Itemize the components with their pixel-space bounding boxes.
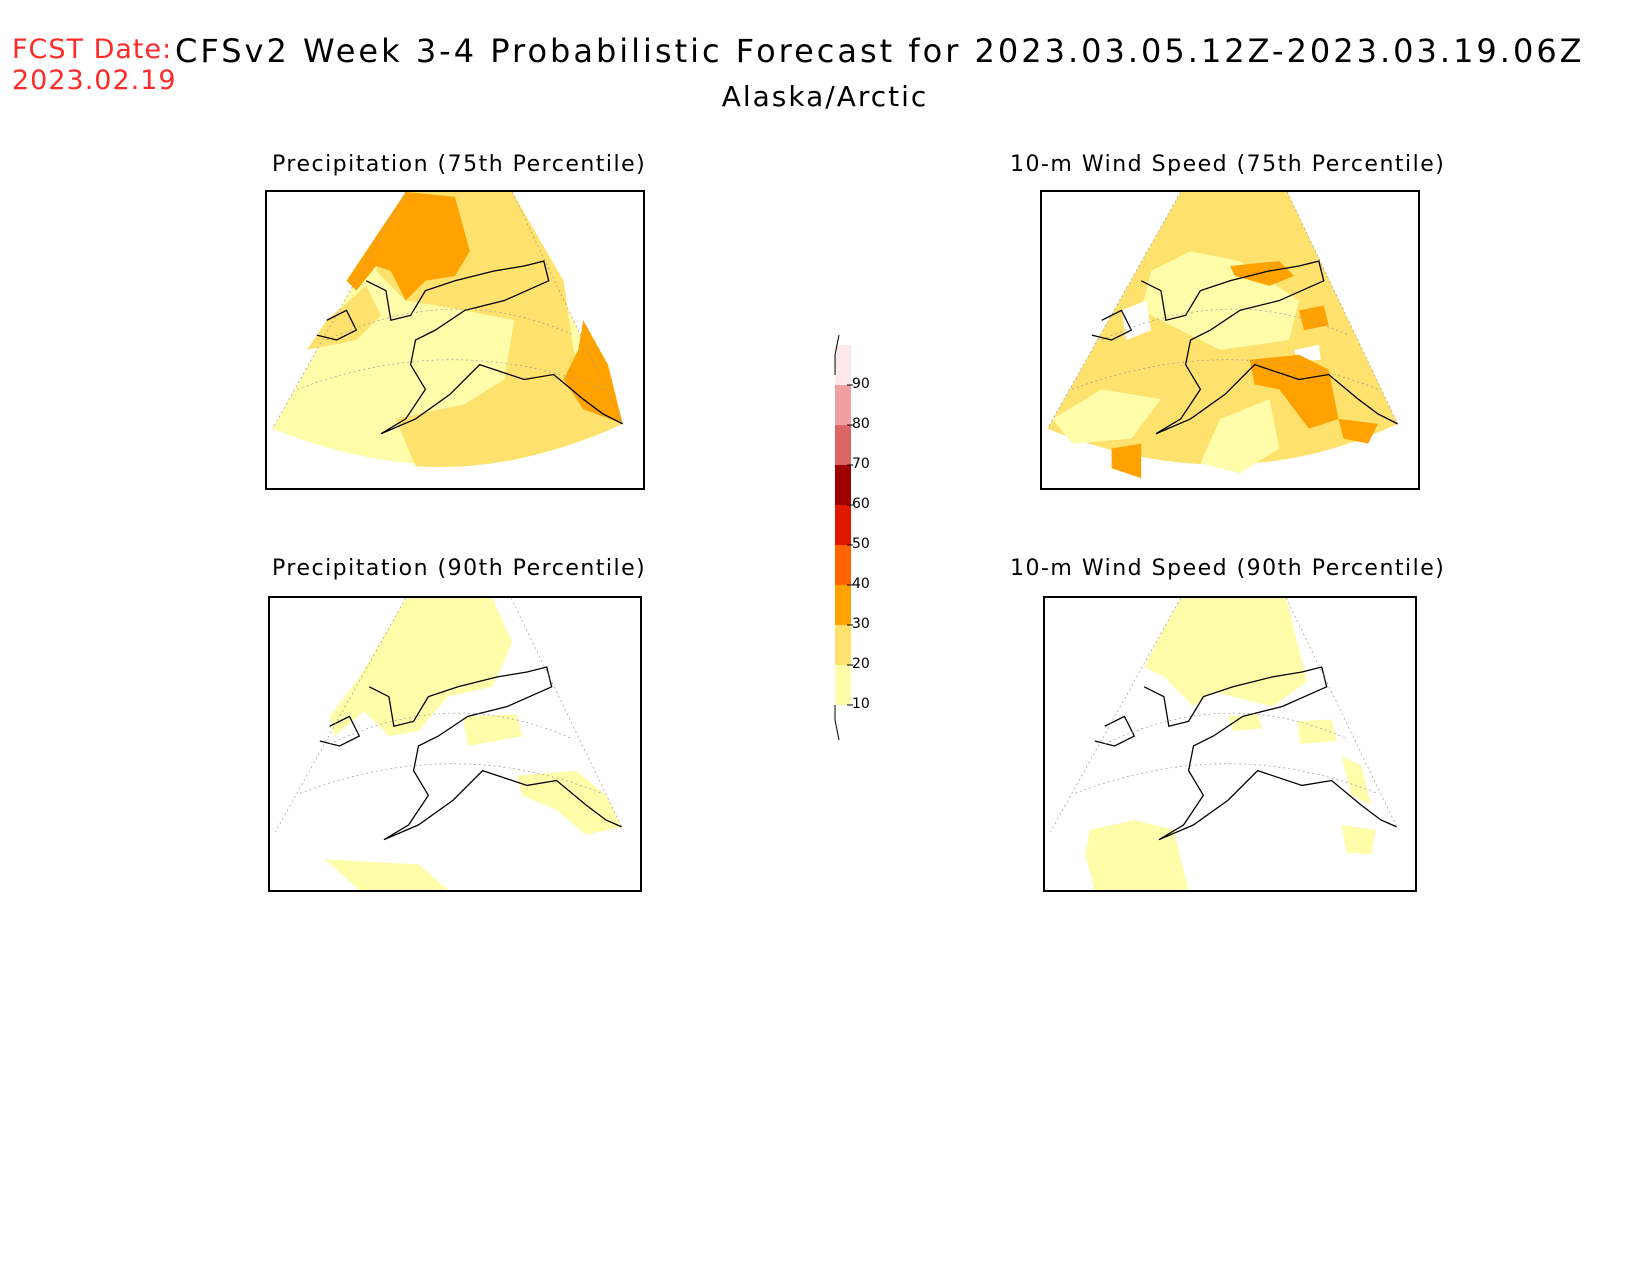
wind-10-20-area-mid <box>1228 714 1263 732</box>
colorbar-swatch-20-30 <box>835 625 851 665</box>
map-domain-outline <box>1050 598 1397 868</box>
panel-title-precip-90: Precipitation (90th Percentile) <box>272 556 647 581</box>
colorbar-label: 40 <box>852 576 870 592</box>
precip-10-20-area-mid <box>462 714 523 746</box>
coastline <box>365 260 624 435</box>
colorbar <box>834 335 853 741</box>
colorbar-bottom-cap <box>834 705 840 741</box>
map-wind-75 <box>1040 190 1420 490</box>
wind-30-40-area-ne <box>1299 305 1329 331</box>
colorbar-top-cap <box>834 335 840 375</box>
wind-10-20-area-sw <box>1052 389 1161 444</box>
wind-below-10-area <box>1121 300 1152 340</box>
wind-10-20-area-se <box>1341 824 1376 855</box>
wind-10-20-area-mid2 <box>1297 719 1337 744</box>
colorbar-swatch-70-80 <box>835 425 851 465</box>
page-title: CFSv2 Week 3-4 Probabilistic Forecast fo… <box>175 32 1585 70</box>
wind-10-20-area-south <box>1200 399 1280 474</box>
wind-10-20-area-north <box>1144 598 1307 707</box>
map-precip-90 <box>268 596 642 892</box>
colorbar-swatch-30-40 <box>835 585 851 625</box>
colorbar-label: 50 <box>852 536 870 552</box>
wind-10-20-area-east <box>1341 755 1372 806</box>
coastline-west <box>1091 309 1133 341</box>
wind-30-40-area-east <box>1338 418 1378 444</box>
colorbar-label: 80 <box>852 416 870 432</box>
wind-10-20-area-sw <box>1084 819 1189 890</box>
wind-30-40-area-south <box>1111 443 1142 479</box>
coastline <box>1143 666 1397 841</box>
colorbar-swatch-50-60 <box>835 505 851 545</box>
graticule <box>1050 598 1398 832</box>
coastline-west <box>316 309 358 341</box>
panel-title-precip-75: Precipitation (75th Percentile) <box>272 152 647 177</box>
colorbar-swatch-40-50 <box>835 545 851 585</box>
region-title: Alaska/Arctic <box>721 80 929 113</box>
forecast-date-block: FCST Date: 2023.02.19 <box>12 34 177 96</box>
precip-30-40-area-east <box>563 320 623 424</box>
wind-30-40-area-center <box>1249 354 1339 429</box>
colorbar-label: 90 <box>852 376 870 392</box>
panel-title-wind-90: 10-m Wind Speed (90th Percentile) <box>1010 556 1446 581</box>
colorbar-label: 10 <box>852 696 870 712</box>
colorbar-label: 70 <box>852 456 870 472</box>
forecast-date-value: 2023.02.19 <box>12 65 177 96</box>
forecast-date-label: FCST Date: <box>12 34 173 65</box>
precip-10-20-area-north <box>329 598 513 737</box>
precip-10-20-area-south <box>324 859 449 890</box>
graticule <box>1047 192 1399 429</box>
graticule <box>275 598 623 832</box>
colorbar-label: 60 <box>852 496 870 512</box>
map-wind-90 <box>1043 596 1417 892</box>
colorbar-label: 20 <box>852 656 870 672</box>
colorbar-label: 30 <box>852 616 870 632</box>
coastline <box>368 666 622 841</box>
panel-title-wind-75: 10-m Wind Speed (75th Percentile) <box>1010 152 1446 177</box>
map-precip-75 <box>265 190 645 490</box>
colorbar-swatch-10-20 <box>835 665 851 705</box>
colorbar-swatch-80-90 <box>835 385 851 425</box>
coastline <box>1140 260 1399 435</box>
graticule <box>272 192 624 429</box>
colorbar-swatch-90-100 <box>835 345 851 385</box>
precip-30-40-area <box>346 192 470 301</box>
coastline-west <box>1094 715 1136 747</box>
coastline-west <box>319 715 361 747</box>
colorbar-swatch-60-70 <box>835 465 851 505</box>
